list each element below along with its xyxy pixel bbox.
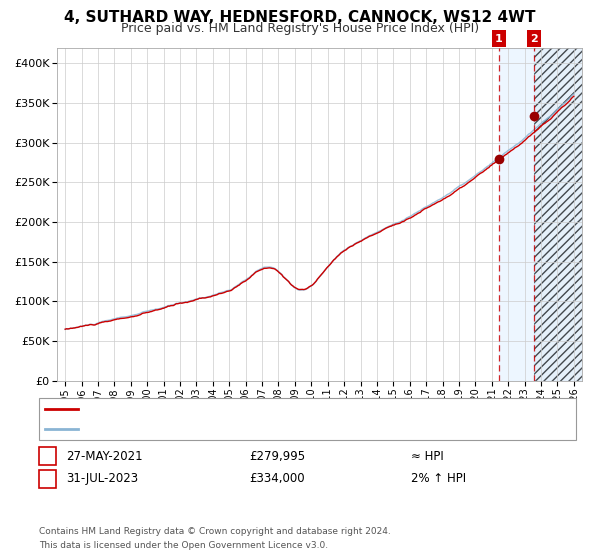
- Bar: [534, 48, 582, 381]
- Text: 1: 1: [44, 450, 52, 463]
- Text: 4, SUTHARD WAY, HEDNESFORD, CANNOCK, WS12 4WT (detached house): 4, SUTHARD WAY, HEDNESFORD, CANNOCK, WS1…: [85, 404, 470, 414]
- Text: 2% ↑ HPI: 2% ↑ HPI: [411, 472, 466, 486]
- Text: 31-JUL-2023: 31-JUL-2023: [66, 472, 138, 486]
- Text: Price paid vs. HM Land Registry's House Price Index (HPI): Price paid vs. HM Land Registry's House …: [121, 22, 479, 35]
- Text: HPI: Average price, detached house, Cannock Chase: HPI: Average price, detached house, Cann…: [85, 424, 359, 434]
- Text: ≈ HPI: ≈ HPI: [411, 450, 444, 463]
- Text: 2: 2: [44, 472, 52, 486]
- Bar: [534, 48, 582, 381]
- Text: This data is licensed under the Open Government Licence v3.0.: This data is licensed under the Open Gov…: [39, 541, 328, 550]
- Bar: [499, 48, 534, 381]
- Text: Contains HM Land Registry data © Crown copyright and database right 2024.: Contains HM Land Registry data © Crown c…: [39, 528, 391, 536]
- Text: 27-MAY-2021: 27-MAY-2021: [66, 450, 143, 463]
- Text: £279,995: £279,995: [249, 450, 305, 463]
- Text: 2: 2: [530, 34, 538, 44]
- Text: 4, SUTHARD WAY, HEDNESFORD, CANNOCK, WS12 4WT: 4, SUTHARD WAY, HEDNESFORD, CANNOCK, WS1…: [64, 10, 536, 25]
- Text: £334,000: £334,000: [249, 472, 305, 486]
- Text: 1: 1: [495, 34, 503, 44]
